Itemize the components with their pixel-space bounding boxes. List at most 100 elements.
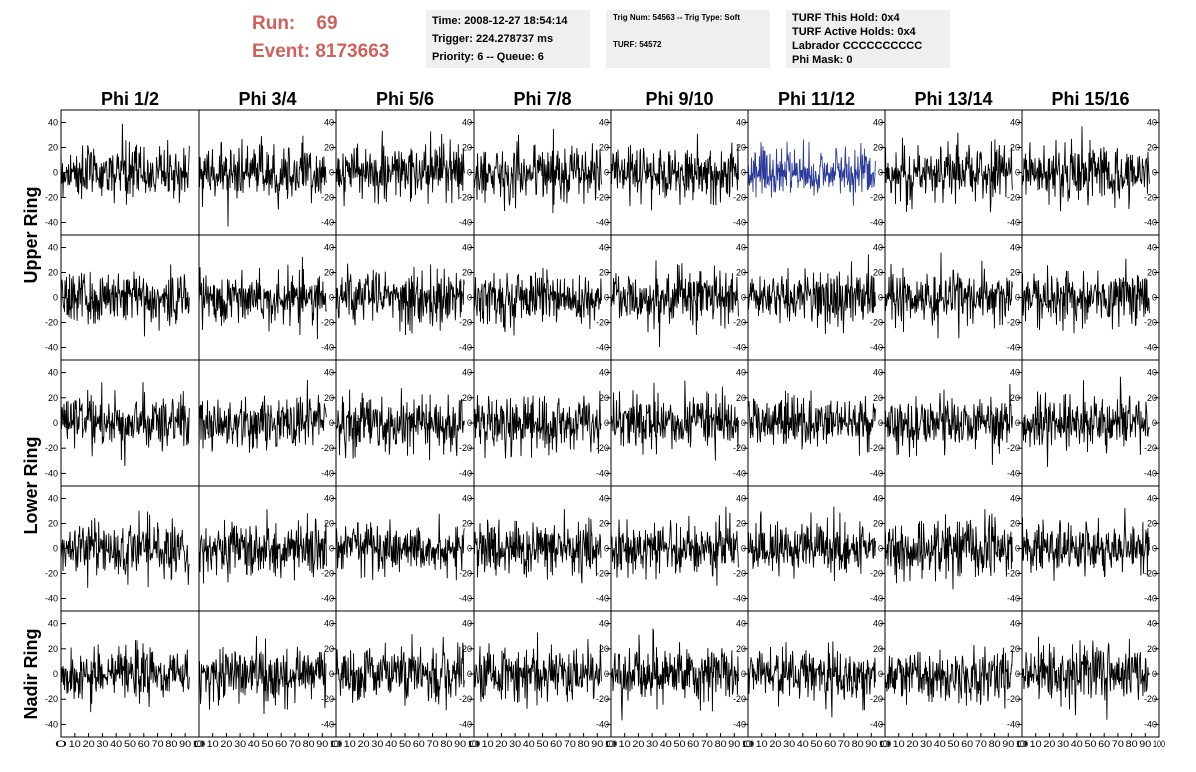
y-tick-label: 20 xyxy=(1147,644,1157,654)
x-tick-label: 40 xyxy=(110,739,122,749)
y-tick-label: 20 xyxy=(873,143,883,153)
x-tick-label: 20 xyxy=(906,739,918,749)
y-tick-label: 20 xyxy=(1147,519,1157,529)
y-tick-label: 40 xyxy=(324,243,334,253)
y-tick-label: -20 xyxy=(1144,443,1157,453)
x-tick-label: 20 xyxy=(495,739,507,749)
x-tick-label: 40 xyxy=(1071,739,1083,749)
y-tick-label: 40 xyxy=(873,368,883,378)
x-tick-label: 20 xyxy=(769,739,781,749)
waveform-trace xyxy=(1021,258,1150,334)
y-tick-label: 20 xyxy=(324,393,334,403)
y-tick-label: 0 xyxy=(878,418,883,428)
waveform-trace xyxy=(198,135,327,227)
x-tick-label: 40 xyxy=(797,739,809,749)
x-tick-label: 100 xyxy=(605,739,617,749)
waveform-trace xyxy=(198,509,327,584)
x-tick-label: 100 xyxy=(330,739,342,749)
y-tick-label: -20 xyxy=(1007,193,1020,203)
x-tick-label: 70 xyxy=(564,739,576,749)
y-tick-label: 0 xyxy=(1015,293,1020,303)
y-tick-label: 40 xyxy=(324,118,334,128)
trig-num-text: Trig Num: 54563 -- Trig Type: Soft xyxy=(613,13,740,22)
y-tick-label: 40 xyxy=(324,494,334,504)
y-tick-label: 40 xyxy=(48,368,58,378)
y-tick-label: 0 xyxy=(1152,418,1157,428)
waveform-trace xyxy=(884,252,1013,339)
labrador-text: Labrador CCCCCCCCCC xyxy=(792,40,923,52)
y-tick-label: 40 xyxy=(873,619,883,629)
x-tick-label: 20 xyxy=(1043,739,1055,749)
y-tick-label: 20 xyxy=(873,393,883,403)
x-tick-label: 50 xyxy=(537,739,549,749)
y-tick-label: 40 xyxy=(1147,118,1157,128)
y-tick-label: 40 xyxy=(736,118,746,128)
y-tick-label: -40 xyxy=(45,343,58,353)
column-title: Phi 13/14 xyxy=(914,89,992,109)
x-tick-label: 10 xyxy=(207,739,219,749)
waveform-trace xyxy=(473,128,602,214)
waveform-trace xyxy=(473,390,602,459)
y-tick-label: -40 xyxy=(870,719,883,729)
y-tick-label: -40 xyxy=(733,343,746,353)
y-tick-label: -20 xyxy=(870,318,883,328)
y-tick-label: 0 xyxy=(467,293,472,303)
y-tick-label: 0 xyxy=(604,669,609,679)
turf-this-hold-text: TURF This Hold: 0x4 xyxy=(792,12,900,24)
waveform-trace xyxy=(884,509,1013,590)
y-tick-label: -20 xyxy=(733,694,746,704)
y-tick-label: 20 xyxy=(873,268,883,278)
run-value: 69 xyxy=(316,13,338,34)
waveform-trace xyxy=(198,636,327,715)
y-tick-label: 0 xyxy=(1152,168,1157,178)
y-tick-label: 40 xyxy=(1147,368,1157,378)
y-tick-label: -20 xyxy=(733,443,746,453)
x-tick-label: 40 xyxy=(660,739,672,749)
waveform-trace xyxy=(60,123,190,205)
x-tick-label: 70 xyxy=(838,739,850,749)
y-tick-label: 20 xyxy=(1010,519,1020,529)
x-tick-label: 10 xyxy=(893,739,905,749)
x-tick-label: 10 xyxy=(69,739,81,749)
y-tick-label: 20 xyxy=(599,644,609,654)
x-tick-label: 10 xyxy=(1030,739,1042,749)
y-tick-label: 40 xyxy=(1010,368,1020,378)
waveform-trace xyxy=(335,263,465,336)
x-tick-label: 30 xyxy=(234,739,246,749)
x-tick-label: 90 xyxy=(728,739,740,749)
y-tick-label: -20 xyxy=(459,318,472,328)
y-tick-label: 0 xyxy=(604,418,609,428)
y-tick-label: -40 xyxy=(321,218,334,228)
y-tick-label: 40 xyxy=(736,619,746,629)
y-tick-label: 40 xyxy=(599,243,609,253)
x-tick-label: 80 xyxy=(989,739,1001,749)
y-tick-label: -40 xyxy=(45,218,58,228)
x-tick-label: 0 xyxy=(55,739,67,749)
y-tick-label: 40 xyxy=(462,368,472,378)
y-tick-label: -20 xyxy=(321,694,334,704)
y-tick-label: -40 xyxy=(870,343,883,353)
y-tick-label: -40 xyxy=(459,343,472,353)
y-tick-label: 20 xyxy=(873,519,883,529)
y-tick-label: 0 xyxy=(329,669,334,679)
y-tick-label: 20 xyxy=(736,393,746,403)
x-tick-label: 90 xyxy=(865,739,877,749)
y-tick-label: -40 xyxy=(1144,218,1157,228)
x-tick-label: 70 xyxy=(289,739,301,749)
x-tick-label: 10 xyxy=(482,739,494,749)
column-title: Phi 7/8 xyxy=(513,89,571,109)
y-tick-label: 20 xyxy=(324,644,334,654)
y-tick-label: 40 xyxy=(873,118,883,128)
y-tick-label: -40 xyxy=(596,594,609,604)
y-tick-label: 0 xyxy=(878,168,883,178)
row-label: Upper Ring xyxy=(21,187,41,284)
y-tick-label: 0 xyxy=(467,544,472,554)
y-tick-label: 40 xyxy=(736,368,746,378)
waveform-trace xyxy=(60,510,190,588)
row-label: Lower Ring xyxy=(21,437,41,535)
y-tick-label: 40 xyxy=(1147,494,1157,504)
x-tick-label: 30 xyxy=(509,739,521,749)
y-tick-label: -40 xyxy=(870,594,883,604)
y-tick-label: -20 xyxy=(321,318,334,328)
waveform-trace xyxy=(884,132,1013,213)
